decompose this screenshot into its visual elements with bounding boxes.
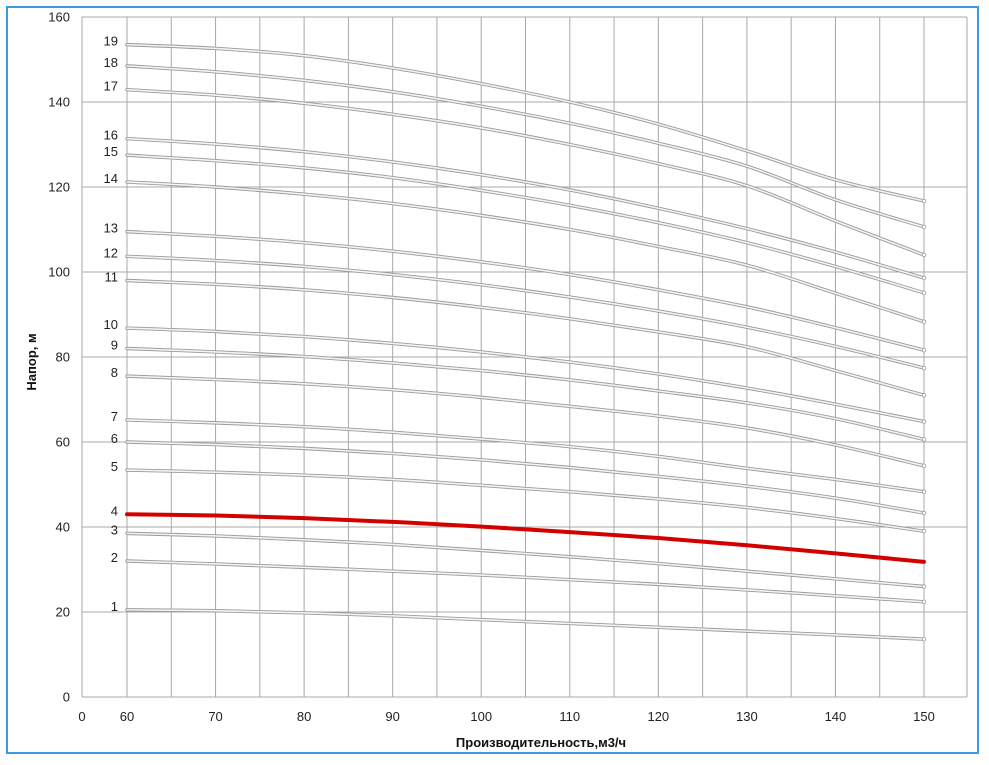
curve-line-18 [126, 65, 925, 228]
curve-line-9 [126, 347, 925, 441]
y-tick-label: 140 [48, 95, 70, 110]
curve-end-point-11 [921, 393, 927, 398]
x-tick-label: 100 [470, 709, 492, 724]
curve-label-10: 10 [104, 317, 118, 332]
curve-label-9: 9 [111, 338, 118, 353]
y-tick-label: 80 [56, 350, 70, 365]
curve-end-point-18 [921, 224, 927, 230]
curve-label-6: 6 [111, 431, 118, 446]
y-tick-label: 60 [56, 435, 70, 450]
y-tick-label: 40 [56, 520, 70, 535]
curve-line-3 [126, 532, 925, 588]
curve-line-15 [126, 154, 925, 294]
curve-end-point-8 [921, 463, 927, 468]
curve-line-11 [126, 279, 925, 397]
x-tick-label: 90 [385, 709, 399, 724]
curve-line-4 [125, 512, 926, 564]
curve-line-14 [126, 181, 925, 323]
curve-line-2 [126, 560, 925, 603]
y-tick-label: 20 [56, 605, 70, 620]
curve-label-17: 17 [104, 79, 118, 94]
curve-end-point-1 [921, 637, 927, 642]
curve-label-8: 8 [111, 365, 118, 380]
curve-line-10 [126, 327, 925, 423]
curve-line-13 [126, 230, 925, 351]
curve-line-5 [126, 469, 925, 533]
x-tick-label: 60 [120, 709, 134, 724]
curve-end-point-7 [921, 489, 927, 494]
x-tick-label: 130 [736, 709, 758, 724]
curve-end-point-5 [921, 529, 927, 534]
curve-label-5: 5 [111, 459, 118, 474]
x-tick-label: 70 [208, 709, 222, 724]
curve-line-12 [126, 255, 925, 369]
curve-label-4: 4 [111, 503, 118, 518]
x-tick-label: 110 [559, 709, 580, 724]
curve-series [125, 42, 927, 642]
curve-end-point-17 [921, 252, 927, 258]
curve-end-point-15 [921, 290, 927, 296]
curve-label-2: 2 [111, 550, 118, 565]
curve-end-point-13 [921, 348, 927, 353]
x-tick-label: 140 [825, 709, 847, 724]
curve-label-18: 18 [104, 55, 118, 70]
curve-end-point-16 [921, 275, 927, 281]
curve-label-7: 7 [111, 409, 118, 424]
curve-end-point-10 [921, 419, 927, 424]
curve-label-16: 16 [104, 128, 118, 143]
curve-line-8 [126, 375, 925, 467]
curve-end-point-9 [921, 437, 927, 442]
curve-end-point-12 [921, 365, 927, 371]
x-tick-label: 80 [297, 709, 311, 724]
curve-line-16 [126, 137, 925, 279]
x-tick-label: 150 [913, 709, 935, 724]
x-tick-label: 120 [647, 709, 669, 724]
y-tick-label: 100 [48, 265, 70, 280]
curve-end-point-3 [921, 584, 927, 589]
x-tick-label: 0 [78, 709, 85, 724]
curve-label-19: 19 [104, 34, 118, 49]
curve-end-point-2 [921, 599, 927, 604]
curve-label-14: 14 [104, 171, 118, 186]
y-tick-label: 120 [48, 180, 70, 195]
curve-line-7 [126, 419, 925, 493]
curve-label-13: 13 [104, 221, 118, 236]
curve-end-point-14 [921, 319, 927, 324]
curve-line-6 [126, 441, 925, 514]
curve-label-11: 11 [105, 270, 119, 285]
curve-label-12: 12 [104, 245, 118, 260]
y-tick-label: 0 [63, 690, 70, 705]
y-tick-label: 160 [48, 10, 70, 25]
curve-line-17 [126, 88, 925, 256]
x-axis-title: Производительность,м3/ч [456, 735, 626, 750]
curve-line-19 [126, 43, 925, 202]
curve-label-3: 3 [111, 522, 118, 537]
curve-end-point-19 [921, 198, 927, 204]
curve-end-point-6 [921, 510, 927, 516]
y-axis-title: Напор, м [24, 333, 39, 390]
curve-label-15: 15 [104, 144, 118, 159]
curve-line-1 [126, 609, 925, 640]
axis-ticks: 0 60 70 80 90 100 110 120 130 140 1500204060801001… [48, 10, 935, 725]
curve-label-1: 1 [111, 599, 118, 614]
